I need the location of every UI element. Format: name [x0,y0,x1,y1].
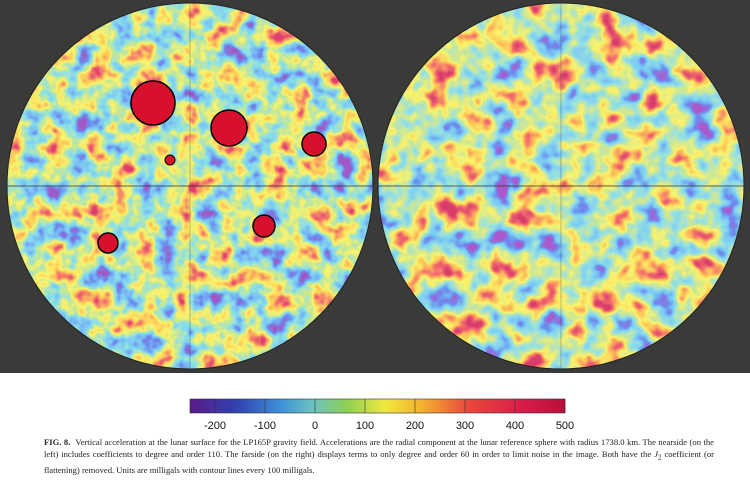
caption: FIG. 8. Vertical acceleration at the luna… [44,436,714,476]
figure: -200 -100 0 100 200 300 400 500 [0,0,750,432]
colorbar-tick-label: 300 [456,420,474,432]
colorbar-tick-label: 500 [556,420,574,432]
colorbar-tick-label: -100 [254,420,276,432]
farside-outline [377,2,745,370]
subscript: 2 [657,453,662,462]
nearside-map [7,3,373,369]
symbol: J [654,449,658,459]
nearside-outline [6,2,374,370]
colorbar-tick-label: 0 [312,420,318,432]
colorbar-tick-label: -200 [204,420,226,432]
farside-map [378,3,744,369]
figure-label: FIG. 8. [44,437,71,447]
colorbar-tick-label: 100 [356,420,374,432]
caption-text: Vertical acceleration at the lunar surfa… [44,437,714,459]
caption-text: coefficient (or flattening) removed. Uni… [44,449,714,475]
colorbar-tick-label: 400 [506,420,524,432]
colorbar [189,398,566,414]
colorbar-tick-label: 200 [406,420,424,432]
